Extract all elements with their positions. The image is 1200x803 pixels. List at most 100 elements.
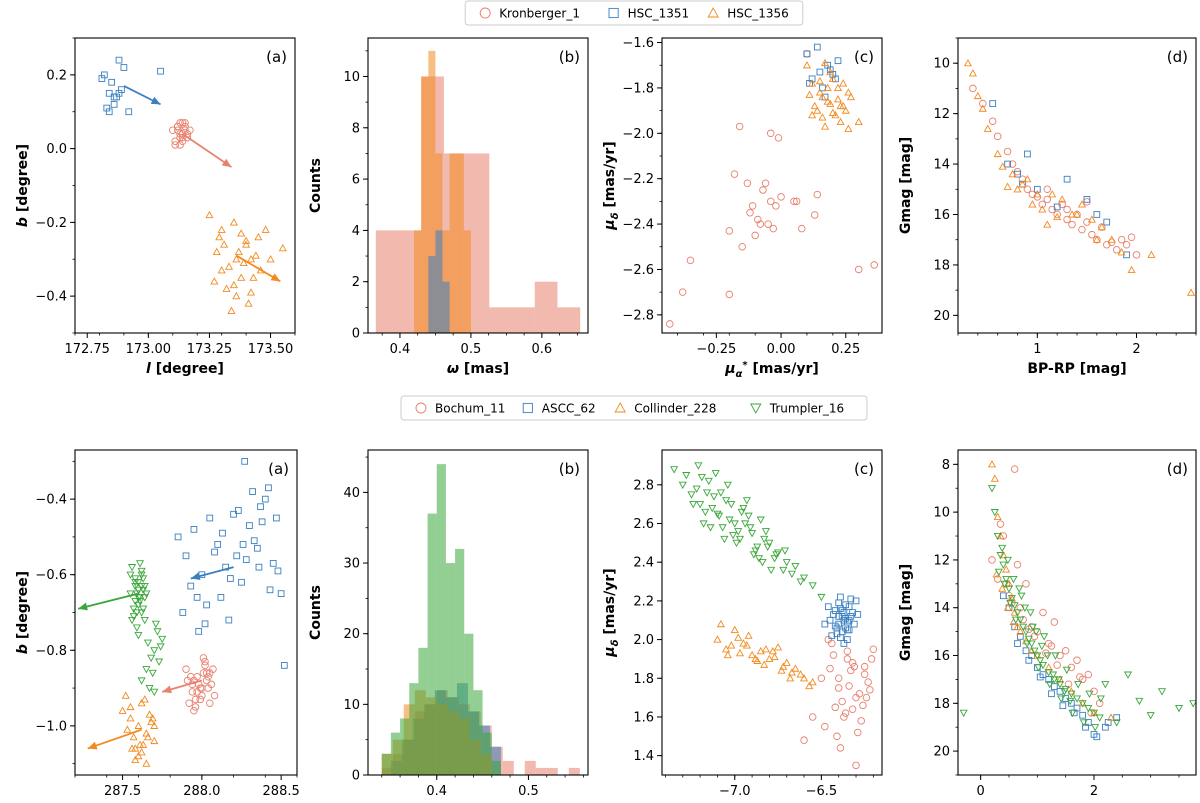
data-point [730, 625, 739, 634]
data-point [232, 291, 241, 300]
data-point [150, 647, 159, 655]
data-point [206, 514, 214, 522]
panel-label: (c) [854, 460, 874, 478]
panel-label: (b) [559, 460, 580, 478]
data-point [261, 225, 270, 233]
data-point [702, 489, 712, 497]
data-point [689, 501, 698, 509]
data-point [773, 549, 783, 557]
data-point [1016, 616, 1025, 624]
legend-marker [522, 402, 533, 414]
data-point [796, 578, 805, 586]
data-point [833, 630, 841, 638]
data-point [837, 634, 844, 641]
data-point [838, 613, 846, 620]
histogram-bar [524, 760, 536, 775]
data-point [870, 261, 878, 269]
data-point [137, 698, 146, 707]
data-point [1053, 210, 1061, 219]
data-point [134, 751, 143, 760]
data-point [727, 641, 736, 649]
data-point [739, 504, 748, 513]
data-point [1013, 560, 1022, 569]
axes-frame [661, 449, 883, 776]
data-point [800, 736, 808, 744]
data-point [993, 575, 1002, 583]
data-point [1026, 609, 1035, 617]
data-point [1039, 608, 1047, 617]
data-point [697, 473, 706, 482]
data-point [254, 544, 261, 552]
y-axis-label: Counts [308, 158, 324, 213]
data-point [823, 97, 832, 105]
data-point [125, 108, 133, 116]
data-point [134, 632, 143, 640]
axes-frame [74, 37, 296, 334]
data-point [761, 645, 771, 653]
data-point [990, 474, 999, 482]
data-point [209, 665, 217, 673]
legend-entry: Trumpler_16 [769, 402, 844, 416]
histogram-bar [421, 76, 429, 333]
data-point [810, 211, 819, 219]
proper-motion-arrow [77, 592, 139, 610]
plot-area [98, 56, 287, 314]
data-point [1033, 190, 1042, 198]
x-tick-label: 2 [1132, 342, 1140, 357]
histogram-bar [428, 50, 436, 333]
data-point [852, 597, 860, 605]
data-point [1028, 200, 1037, 208]
data-point [140, 582, 149, 591]
data-point [713, 510, 722, 519]
data-point [273, 514, 280, 522]
data-point [786, 674, 795, 682]
data-point [839, 79, 848, 87]
data-point [766, 197, 775, 206]
data-point [821, 620, 829, 628]
y-tick-label: 1.8 [633, 672, 654, 687]
data-point [237, 273, 246, 281]
data-point [176, 119, 184, 127]
data-point [770, 555, 779, 563]
data-point [833, 83, 843, 92]
legend-entry: ASCC_62 [542, 402, 596, 416]
data-point [134, 601, 143, 610]
data-point [758, 559, 767, 567]
data-point [190, 707, 198, 715]
data-point [178, 130, 187, 138]
data-point [845, 626, 853, 634]
data-point [113, 93, 120, 101]
x-tick-label: 1 [1033, 342, 1041, 357]
arrow-head [87, 741, 98, 750]
data-point [1072, 695, 1082, 703]
data-point [105, 89, 113, 97]
data-point [818, 113, 827, 121]
data-point [1095, 714, 1104, 722]
data-point [255, 563, 263, 571]
data-point [996, 520, 1005, 528]
data-point [850, 620, 858, 628]
data-point [134, 721, 143, 729]
proper-motion-arrow [182, 133, 232, 168]
data-point [1072, 210, 1082, 218]
data-point [699, 520, 708, 528]
data-point [847, 595, 855, 603]
y-tick-label: 20 [343, 627, 360, 642]
data-point [746, 524, 755, 532]
data-point [110, 93, 118, 101]
data-point [983, 124, 992, 132]
data-point [835, 613, 843, 620]
data-point [1017, 592, 1026, 600]
data-point [217, 266, 226, 274]
data-point [234, 247, 243, 255]
data-point [1034, 664, 1043, 672]
data-point [978, 104, 987, 112]
data-point [767, 566, 776, 575]
data-point [1037, 642, 1046, 651]
panel-label: (d) [1167, 48, 1188, 66]
data-point [1004, 585, 1014, 593]
y-tick-label: 2 [352, 275, 360, 290]
data-point [765, 654, 774, 663]
data-point [196, 684, 205, 692]
